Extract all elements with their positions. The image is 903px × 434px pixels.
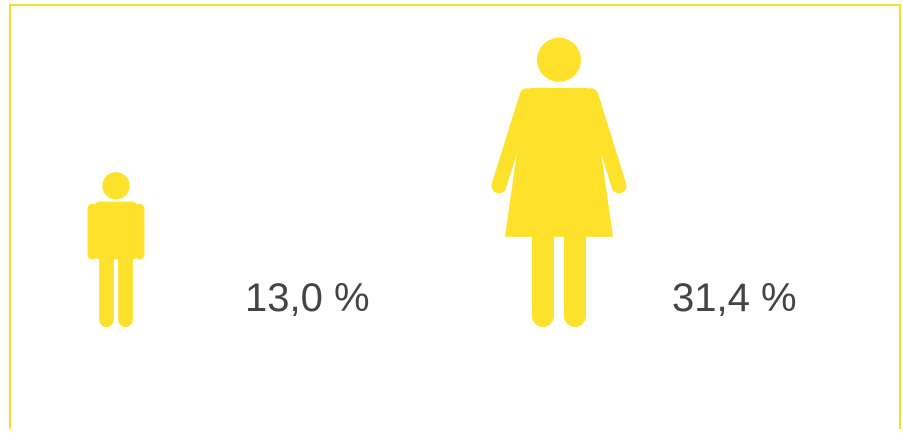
icon-head bbox=[102, 172, 130, 200]
pictogram-icon bbox=[87, 172, 145, 327]
icon-leg bbox=[531, 227, 554, 327]
icon-dress bbox=[504, 87, 614, 237]
icon-leg bbox=[118, 245, 133, 327]
icon-head bbox=[536, 37, 582, 82]
icon-arm bbox=[134, 203, 145, 260]
value-label: 13,0 % bbox=[245, 276, 370, 320]
icon-leg bbox=[99, 245, 114, 327]
pictogram-icon bbox=[491, 37, 627, 327]
icon-torso bbox=[93, 201, 139, 260]
icon-leg bbox=[564, 227, 587, 327]
value-label: 31,4 % bbox=[672, 276, 797, 320]
frame bbox=[9, 4, 901, 429]
icon-arm bbox=[583, 88, 627, 194]
icon-arm bbox=[87, 203, 98, 260]
icon-arm bbox=[491, 88, 535, 194]
